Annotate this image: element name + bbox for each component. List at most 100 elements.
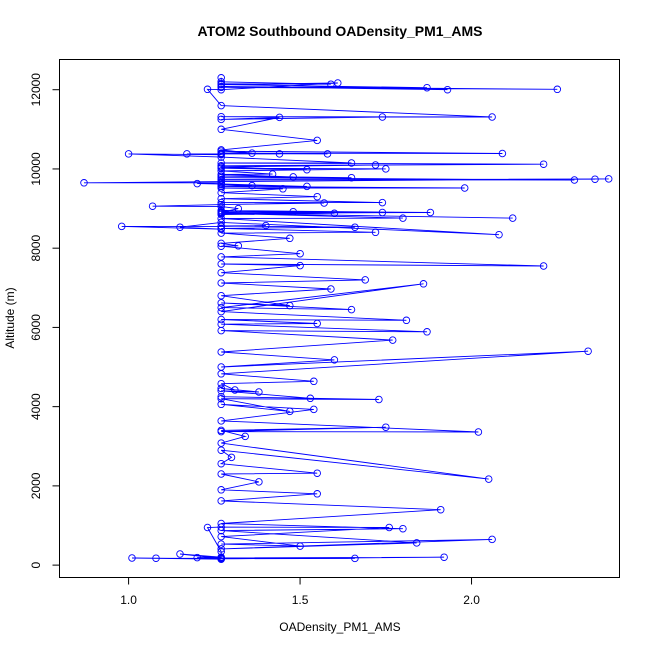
data-point xyxy=(255,478,263,486)
data-point xyxy=(217,222,225,231)
data-point xyxy=(217,198,225,207)
chart-title: ATOM2 Southbound OADensity_PM1_AMS xyxy=(198,23,483,39)
data-point xyxy=(217,299,225,307)
data-point xyxy=(117,222,126,231)
data-point xyxy=(217,307,225,316)
data-point xyxy=(495,230,503,239)
data-point xyxy=(176,550,184,558)
data-point xyxy=(217,523,225,531)
data-point xyxy=(217,268,225,277)
x-tick-label: 1.5 xyxy=(292,593,309,607)
data-point xyxy=(217,253,225,261)
data-point xyxy=(306,394,315,403)
y-tick-label: 0 xyxy=(29,561,43,568)
data-point xyxy=(310,377,318,386)
y-tick-label: 4000 xyxy=(29,393,43,420)
data-point xyxy=(279,185,287,193)
data-point xyxy=(183,150,191,158)
data-point xyxy=(217,315,225,324)
data-point xyxy=(327,285,335,293)
data-point xyxy=(152,554,160,562)
data-point xyxy=(484,475,493,483)
data-point xyxy=(217,85,225,94)
data-point xyxy=(488,113,496,121)
data-point xyxy=(423,328,431,336)
data-point xyxy=(80,179,88,187)
data-point xyxy=(217,210,225,219)
data-point xyxy=(193,179,201,188)
data-point xyxy=(203,523,212,532)
data-point xyxy=(217,545,225,553)
data-point xyxy=(148,202,157,210)
data-point xyxy=(275,113,284,122)
data-point xyxy=(217,427,225,436)
data-point xyxy=(241,432,249,441)
data-point xyxy=(443,85,452,94)
data-point xyxy=(539,262,548,270)
data-point xyxy=(402,316,411,325)
data-point xyxy=(399,524,407,533)
data-point xyxy=(330,209,339,218)
data-point xyxy=(313,469,321,477)
data-point xyxy=(217,470,225,478)
data-point xyxy=(217,74,225,82)
data-point xyxy=(217,78,225,86)
data-point xyxy=(412,539,421,547)
data-point xyxy=(217,194,225,203)
data-point xyxy=(440,553,448,561)
data-point xyxy=(508,214,517,222)
data-point xyxy=(553,85,562,94)
data-point xyxy=(217,80,225,88)
data-point xyxy=(289,173,297,181)
data-point xyxy=(313,136,321,145)
data-point xyxy=(217,387,225,395)
data-point xyxy=(262,221,270,230)
data-point xyxy=(334,79,342,87)
data-point xyxy=(347,173,356,182)
data-point xyxy=(217,208,225,217)
data-point xyxy=(323,150,332,158)
data-point xyxy=(217,379,225,388)
data-point xyxy=(488,535,496,544)
data-point xyxy=(217,348,225,356)
data-point xyxy=(426,208,435,217)
data-point xyxy=(474,428,483,436)
data-point xyxy=(313,490,321,498)
data-point xyxy=(217,526,225,535)
data-point xyxy=(347,159,356,167)
data-point xyxy=(375,395,383,404)
data-point xyxy=(176,223,184,231)
data-point xyxy=(217,279,225,287)
data-point xyxy=(361,276,369,284)
data-point xyxy=(351,223,359,231)
data-point xyxy=(217,540,225,548)
data-point xyxy=(217,260,225,268)
data-point xyxy=(378,208,387,217)
data-point xyxy=(604,175,613,183)
data-point xyxy=(217,547,225,556)
data-point xyxy=(275,150,284,158)
plot-area xyxy=(59,59,620,578)
data-point xyxy=(330,356,339,364)
data-point xyxy=(570,176,579,184)
data-point xyxy=(286,407,294,416)
data-point xyxy=(313,319,321,328)
data-point xyxy=(371,161,380,169)
data-point xyxy=(217,446,225,454)
data-point xyxy=(217,363,225,371)
y-tick-label: 6000 xyxy=(29,314,43,341)
data-point xyxy=(217,392,225,401)
data-point xyxy=(320,199,328,207)
data-point xyxy=(217,101,225,110)
data-point xyxy=(303,165,311,174)
y-tick-label: 12000 xyxy=(29,73,43,107)
data-point xyxy=(128,554,136,562)
data-point xyxy=(217,497,225,505)
data-point xyxy=(327,80,335,88)
data-point xyxy=(419,280,428,288)
x-tick-label: 1.0 xyxy=(120,593,137,607)
data-point xyxy=(217,532,225,541)
data-point xyxy=(347,305,356,314)
data-point xyxy=(303,182,311,191)
